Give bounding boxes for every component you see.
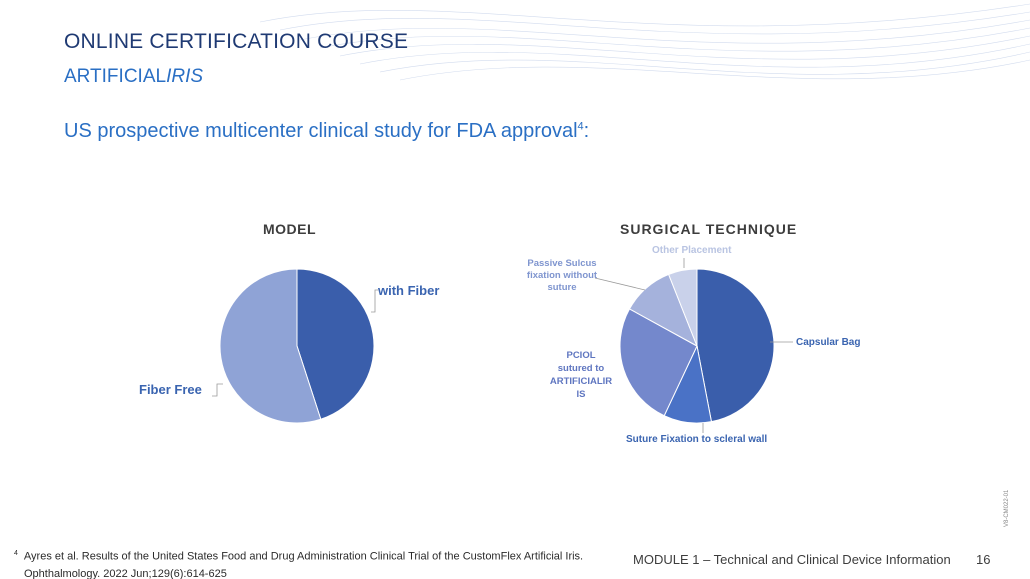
label-pciol-line4: IS [577,389,586,400]
label-capsular-bag: Capsular Bag [796,337,860,348]
label-suture-fixation: Suture Fixation to scleral wall [626,434,767,445]
model-slice-2 [219,268,322,424]
study-heading-text: US prospective multicenter clinical stud… [64,120,578,142]
leader-passive [594,277,646,291]
leader-with-fiber [371,289,378,313]
surgical-slice-5 [668,268,698,347]
module-label: MODULE 1 – Technical and Clinical Device… [633,552,951,567]
page-subtitle: ARTIFICIALIRIS [64,66,203,88]
model-chart-title: MODEL [263,221,317,237]
label-passive-line3: suture [547,282,576,293]
footnote: 4 Ayres et al. Results of the United Stat… [14,545,604,579]
study-heading-suffix: : [583,120,590,142]
header-wave-background [259,3,1030,81]
model-pie [219,268,375,424]
document-code: V8-CM022-01 [1004,489,1010,527]
study-footnote-ref: 4 [577,120,584,133]
surgical-pie [619,268,775,424]
study-heading: US prospective multicenter clinical stud… [64,120,589,143]
footnote-line2: Ophthalmology. 2022 Jun;129(6):614-625 [24,567,227,579]
label-pciol-line1: PCIOL [566,350,595,361]
footnote-marker: 4 [14,550,18,557]
label-passive-line2: fixation without [527,270,598,281]
subtitle-plain: ARTIFICIAL [64,66,167,87]
footnote-line1: Ayres et al. Results of the United State… [23,550,584,563]
model-slice-1 [296,268,375,420]
label-pciol-line2: sutured to [558,363,605,374]
label-other-placement: Other Placement [652,245,732,256]
surgical-slice-1 [696,268,775,423]
label-fiber-free: Fiber Free [139,382,202,397]
label-pciol-line3: ARTIFICIALIR [550,376,612,387]
surgical-chart-title: SURGICAL TECHNIQUE [620,221,798,237]
leader-fiber-free [212,383,223,397]
page-title: ONLINE CERTIFICATION COURSE [64,30,409,53]
page-number: 16 [976,552,991,567]
subtitle-italic: IRIS [166,66,204,87]
label-passive-line1: Passive Sulcus [527,258,596,269]
label-with-fiber: with Fiber [377,283,439,298]
